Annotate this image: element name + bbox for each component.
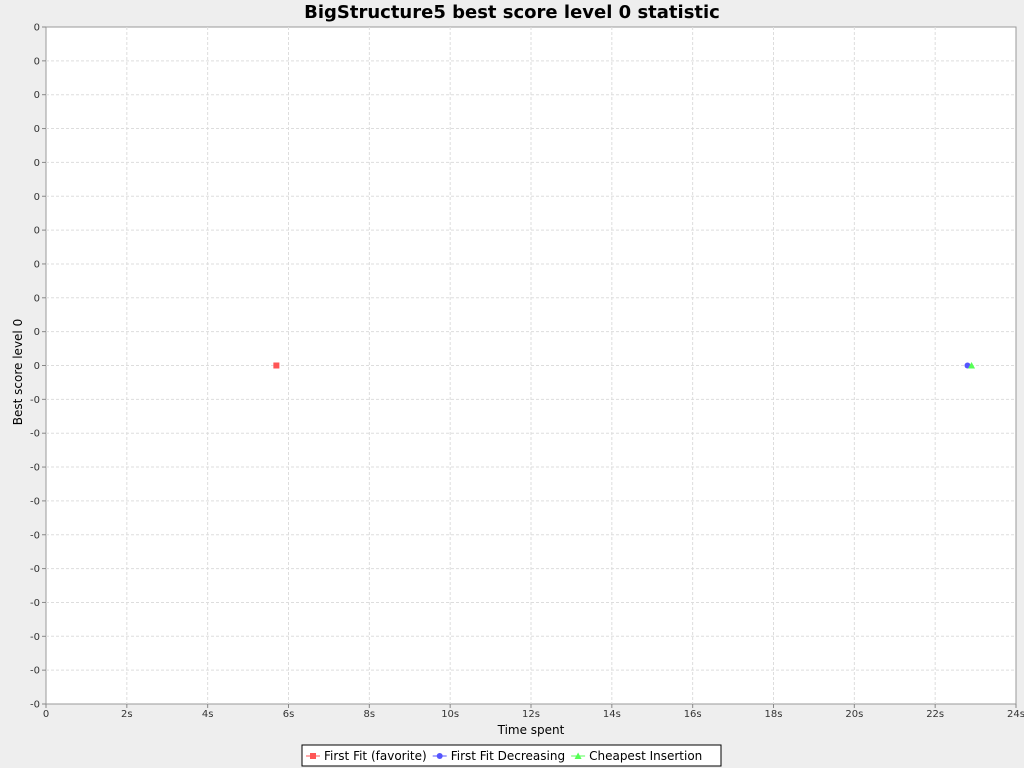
y-tick-label: -0 <box>30 395 40 406</box>
x-tick-label: 2s <box>121 709 133 720</box>
legend-label: Cheapest Insertion <box>589 749 702 763</box>
y-tick-label: 0 <box>34 293 40 304</box>
legend-label: First Fit Decreasing <box>451 749 565 763</box>
y-tick-label: 0 <box>34 23 40 34</box>
y-tick-label: -0 <box>30 463 40 474</box>
y-tick-label: 0 <box>34 124 40 135</box>
legend: First Fit (favorite) First Fit Decreasing… <box>301 744 722 767</box>
x-tick-label: 24s <box>1007 709 1024 720</box>
y-tick-label: -0 <box>30 429 40 440</box>
x-tick-label: 18s <box>765 709 783 720</box>
x-axis: 0 2s 4s 6s 8s 10s 12s 14s 16s 18s 20s 22s 24s <box>43 704 1024 720</box>
y-tick-label: 0 <box>34 158 40 169</box>
grid-lines <box>46 27 1016 704</box>
x-tick-label: 4s <box>202 709 214 720</box>
x-tick-label: 22s <box>926 709 944 720</box>
y-tick-label: 0 <box>34 226 40 237</box>
x-tick-label: 12s <box>522 709 540 720</box>
y-tick-label: -0 <box>30 598 40 609</box>
y-tick-label: -0 <box>30 700 40 711</box>
legend-marker <box>310 753 316 759</box>
data-point <box>968 362 976 369</box>
legend-marker <box>436 753 443 759</box>
x-tick-label: 16s <box>684 709 702 720</box>
y-tick-label: 0 <box>34 259 40 270</box>
y-axis: 0 0 0 0 0 0 0 0 0 0 0 -0 -0 -0 -0 -0 -0 -0 -0 -0 -0 <box>30 23 46 711</box>
y-tick-label: -0 <box>30 530 40 541</box>
x-tick-label: 6s <box>283 709 295 720</box>
legend-marker <box>574 752 582 759</box>
legend-label: First Fit (favorite) <box>324 749 427 763</box>
x-tick-label: 20s <box>845 709 863 720</box>
chart-title: BigStructure5 best score level 0 statist… <box>304 2 720 23</box>
x-tick-label: 0 <box>43 709 49 720</box>
legend-box <box>301 744 722 767</box>
y-tick-label: 0 <box>34 56 40 67</box>
y-axis-label: Best score level 0 <box>11 319 25 425</box>
y-tick-label: -0 <box>30 632 40 643</box>
data-point <box>273 362 280 369</box>
y-tick-label: 0 <box>34 361 40 372</box>
x-tick-label: 14s <box>603 709 621 720</box>
x-tick-label: 10s <box>441 709 459 720</box>
y-tick-label: 0 <box>34 192 40 203</box>
x-axis-label: Time spent <box>497 723 565 737</box>
y-tick-label: 0 <box>34 90 40 101</box>
y-tick-label: -0 <box>30 496 40 507</box>
y-tick-label: 0 <box>34 327 40 338</box>
x-tick-label: 8s <box>364 709 376 720</box>
y-tick-label: -0 <box>30 564 40 575</box>
data-points <box>273 362 976 369</box>
y-tick-label: -0 <box>30 666 40 677</box>
